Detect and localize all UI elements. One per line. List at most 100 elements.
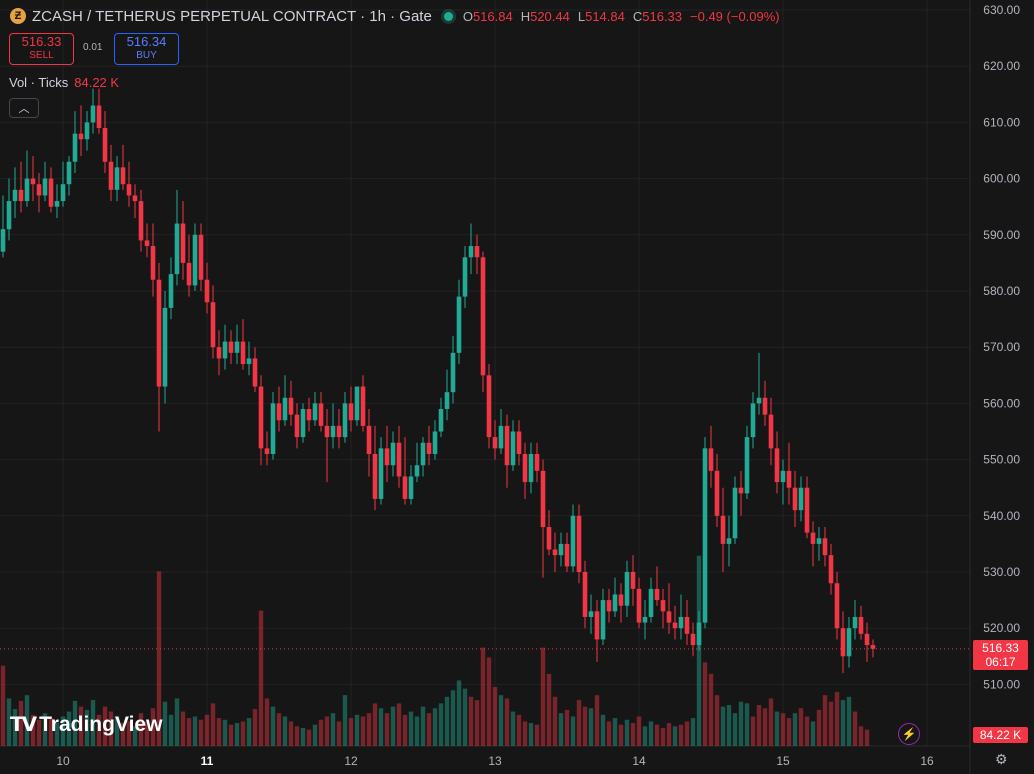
volume-bar — [852, 711, 858, 746]
volume-bar — [180, 711, 186, 746]
candle-body — [726, 538, 732, 544]
close-label: C — [632, 8, 643, 24]
candle-body — [744, 437, 750, 494]
volume-bar — [720, 706, 726, 746]
volume-bar — [822, 695, 828, 746]
x-tick-label: 15 — [776, 754, 790, 768]
volume-bar — [318, 719, 324, 746]
spread-value: 0.01 — [83, 42, 103, 53]
volume-bar — [726, 705, 732, 746]
last-price-tag: 516.33 06:17 — [973, 640, 1028, 670]
lightning-icon[interactable]: ⚡ — [898, 723, 920, 745]
y-tick-label: 550.00 — [983, 453, 1020, 467]
candle-body — [636, 588, 642, 623]
candle-body — [864, 633, 870, 646]
candle-body — [684, 616, 690, 634]
candle-body — [240, 341, 246, 365]
volume-bar — [12, 709, 18, 746]
volume-bar — [516, 714, 522, 746]
candle-body — [306, 409, 312, 421]
ohlc-readout: O 516.84 H 520.44 L 514.84 C 516.33 −0.49 (−… — [463, 9, 780, 24]
volume-bar — [780, 713, 786, 746]
volume-bar — [552, 696, 558, 746]
candle-body — [162, 307, 168, 387]
candle-body — [690, 633, 696, 646]
candle-body — [666, 611, 672, 623]
volume-bar — [684, 721, 690, 746]
candle-body — [810, 532, 816, 544]
sell-button[interactable]: 516.33 SELL — [9, 33, 74, 65]
volume-bar — [528, 723, 534, 746]
buy-label: BUY — [136, 50, 157, 61]
candle-body — [750, 403, 756, 438]
buy-button[interactable]: 516.34 BUY — [114, 33, 179, 65]
symbol-title[interactable]: ZCASH / TETHERUS PERPETUAL CONTRACT · 1h… — [32, 7, 432, 25]
tradingview-logo[interactable]: 𝗧𝗩 TradingView — [10, 712, 162, 737]
candle-body — [792, 487, 798, 511]
volume-bar — [732, 713, 738, 746]
candle-body — [0, 229, 6, 252]
change-value: −0.49 (−0.09%) — [690, 8, 780, 24]
volume-bar — [402, 714, 408, 746]
candle-body — [180, 223, 186, 263]
volume-bar — [378, 708, 384, 746]
tradingview-logo-icon: 𝗧𝗩 — [10, 714, 37, 736]
candle-body — [732, 487, 738, 539]
candle-body — [834, 583, 840, 629]
candle-body — [630, 572, 636, 589]
candle-body — [384, 448, 390, 466]
market-status-dot — [443, 11, 453, 21]
volume-bar — [804, 716, 810, 746]
volume-bar — [96, 714, 102, 746]
volume-bar — [78, 706, 84, 746]
volume-bar — [228, 724, 234, 746]
candle-body — [90, 105, 96, 123]
volume-bar — [132, 726, 138, 746]
collapse-legend-button[interactable]: ︿ — [9, 98, 39, 118]
volume-bar — [120, 723, 126, 746]
volume-bar — [414, 716, 420, 746]
y-tick-label: 590.00 — [983, 228, 1020, 242]
candle-body — [294, 414, 300, 438]
volume-bar — [144, 721, 150, 746]
candle-body — [600, 600, 606, 640]
gear-icon[interactable]: ⚙ — [995, 751, 1008, 767]
candle-body — [60, 184, 66, 202]
candle-body — [126, 184, 132, 196]
volume-bar — [282, 716, 288, 746]
candle-body — [36, 184, 42, 196]
sell-price: 516.33 — [21, 34, 62, 49]
candle-body — [78, 133, 84, 140]
volume-bar — [372, 703, 378, 746]
volume-bar — [660, 727, 666, 746]
candle-body — [606, 600, 612, 612]
candle-body — [660, 600, 666, 612]
candle-body — [756, 397, 762, 404]
volume-bar — [276, 713, 282, 746]
candle-body — [414, 465, 420, 477]
low-label: L — [577, 8, 586, 24]
candle-body — [102, 128, 108, 162]
candle-body — [870, 645, 876, 649]
volume-indicator-legend[interactable]: Vol · Ticks 84.22 K — [9, 75, 119, 90]
volume-bar — [90, 700, 96, 746]
volume-bar — [444, 696, 450, 746]
volume-bar — [162, 701, 168, 746]
volume-bar — [420, 706, 426, 746]
bar-countdown: 06:17 — [985, 655, 1016, 669]
volume-bar — [636, 716, 642, 746]
volume-bar — [324, 716, 330, 746]
candle-body — [426, 442, 432, 454]
candle-body — [258, 386, 264, 449]
candle-body — [780, 470, 786, 483]
volume-bar — [114, 716, 120, 746]
volume-indicator-name: Vol · Ticks — [9, 75, 69, 90]
volume-bar — [438, 703, 444, 746]
volume-bar — [306, 729, 312, 746]
volume-bar — [702, 662, 708, 746]
volume-bar — [654, 724, 660, 746]
close-value: 516.33 — [642, 8, 683, 24]
candle-body — [774, 448, 780, 483]
candle-body — [804, 487, 810, 533]
